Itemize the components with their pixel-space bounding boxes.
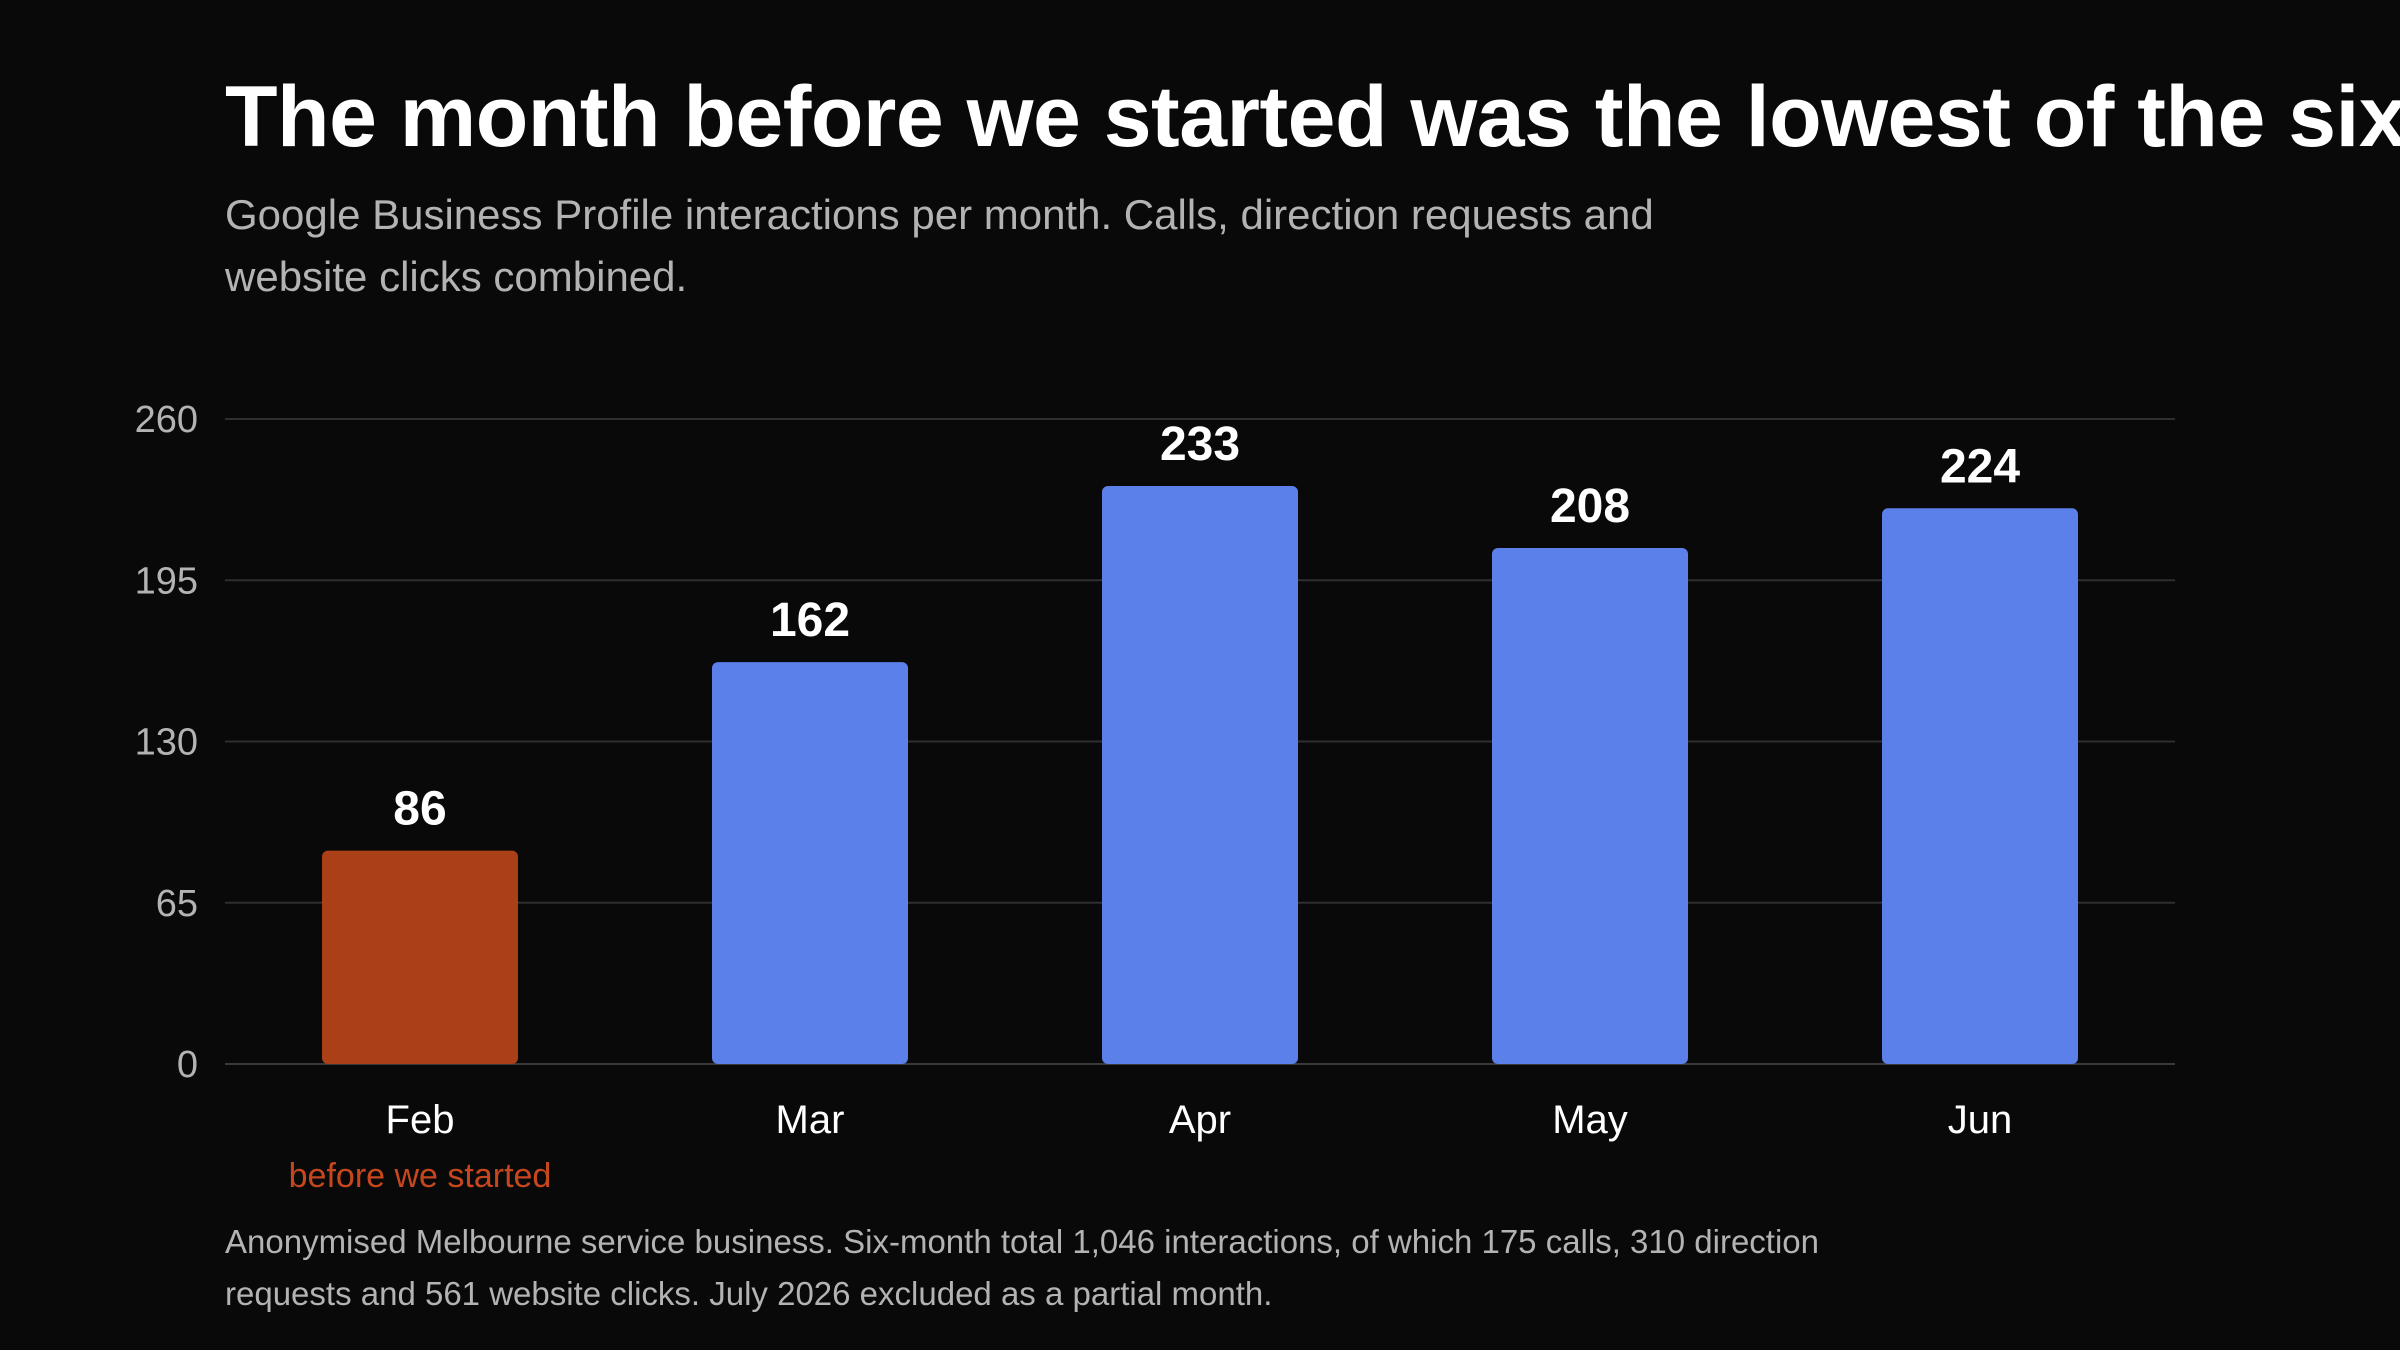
bar-mar bbox=[712, 662, 908, 1064]
bar-feb bbox=[322, 850, 518, 1064]
bar-jun bbox=[1882, 508, 2078, 1064]
bar-chart: 0 65 130 195 260 86 Feb before we started 162 Mar… bbox=[135, 399, 2175, 1195]
category-annotation: before we started bbox=[289, 1157, 552, 1195]
x-tick-label: Jun bbox=[1948, 1098, 2013, 1142]
data-label: 233 bbox=[1160, 418, 1240, 471]
chart-footnote: Anonymised Melbourne service business. S… bbox=[225, 1223, 1820, 1312]
data-label: 86 bbox=[393, 783, 446, 836]
y-tick-label: 195 bbox=[135, 560, 198, 602]
data-label: 224 bbox=[1940, 440, 2020, 493]
data-label: 162 bbox=[770, 594, 850, 647]
chart-title: The month before we started was the lowe… bbox=[225, 69, 2400, 165]
bar-apr bbox=[1102, 485, 1298, 1064]
x-tick-label: Mar bbox=[776, 1098, 845, 1142]
x-tick-label: Apr bbox=[1169, 1098, 1231, 1142]
chart-subtitle: Google Business Profile interactions per… bbox=[225, 191, 1654, 300]
x-tick-label: Feb bbox=[386, 1098, 455, 1142]
y-tick-label: 0 bbox=[177, 1044, 198, 1086]
y-tick-label: 130 bbox=[135, 722, 198, 764]
bar-may bbox=[1492, 548, 1688, 1064]
y-tick-label: 260 bbox=[135, 399, 198, 441]
x-tick-label: May bbox=[1552, 1098, 1628, 1142]
y-tick-label: 65 bbox=[156, 883, 198, 925]
data-label: 208 bbox=[1550, 480, 1630, 533]
